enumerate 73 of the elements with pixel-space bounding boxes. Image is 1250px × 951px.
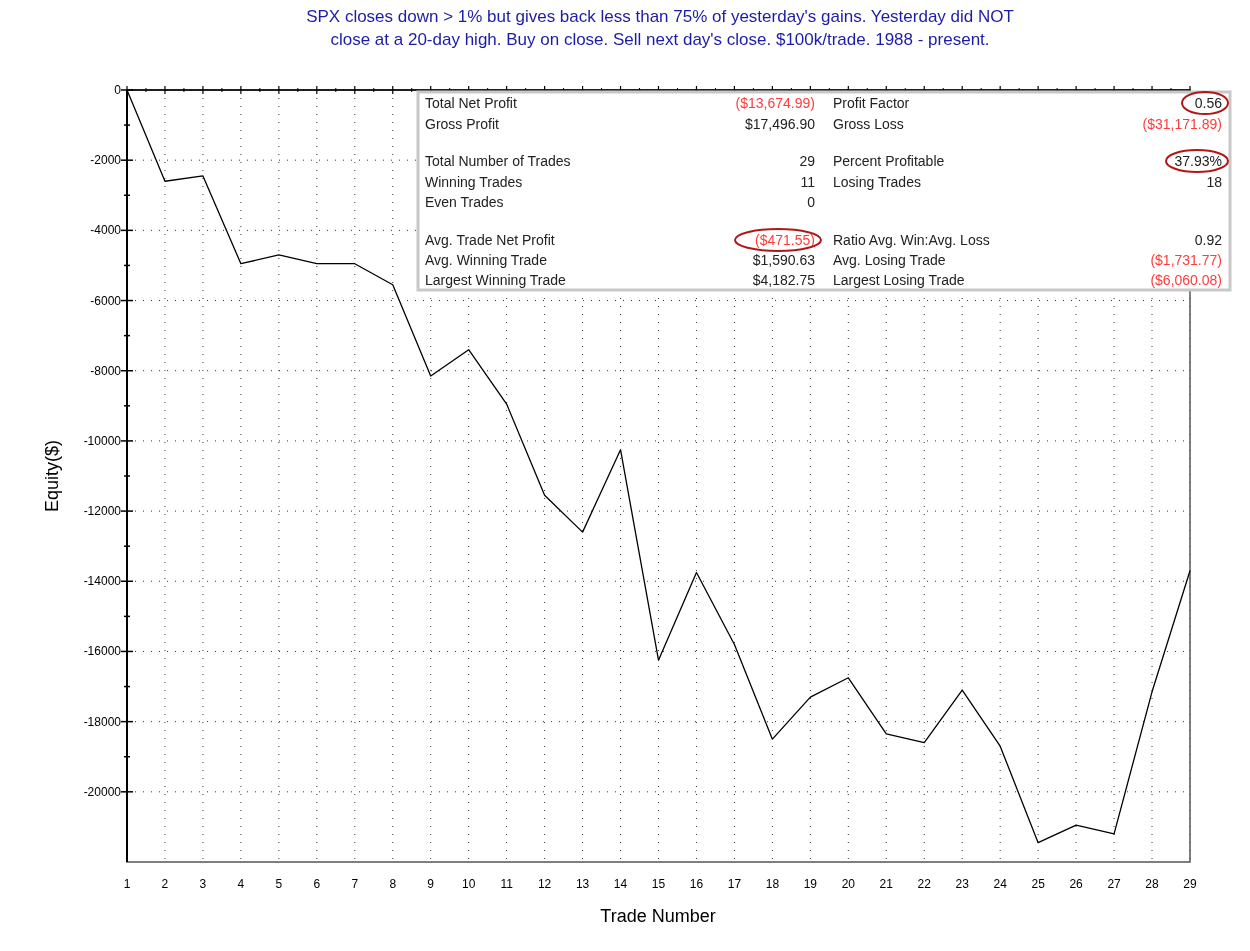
annotation: 11	[800, 174, 816, 190]
y-tick-label: -6000	[90, 293, 122, 308]
x-tick-label: 18	[765, 877, 780, 891]
x-tick-label: 24	[993, 877, 1008, 891]
x-tick-label: 9	[427, 877, 435, 891]
annotation: $4,182.75	[752, 272, 816, 288]
annotation: Total Net Profit	[425, 95, 517, 111]
annotation: 29	[799, 153, 816, 169]
chart-title: SPX closes down > 1% but gives back less than 75% of yesterday's gains. Yesterday did NOT close at a 20-day high. Buy on close. Sell next day's close. $100k/trade. 1988 - present.	[306, 7, 1014, 49]
annotation: Largest Losing Trade	[833, 272, 965, 288]
annotation: Avg. Losing Trade	[833, 252, 946, 268]
x-tick-label: 14	[613, 877, 628, 891]
x-tick-label: 8	[389, 877, 397, 891]
x-tick-label: 7	[351, 877, 359, 891]
annotation: Percent Profitable	[833, 153, 945, 169]
annotation: ($1,731.77)	[1150, 252, 1222, 268]
annotation: Winning Trades	[425, 174, 523, 190]
y-tick-label: -14000	[83, 574, 122, 589]
annotation: Losing Trades	[833, 174, 921, 190]
x-tick-label: 22	[917, 877, 932, 891]
annotation: 0	[807, 194, 816, 210]
x-tick-label: 25	[1031, 877, 1046, 891]
x-tick-label: 16	[689, 877, 704, 891]
x-tick-label: 27	[1107, 877, 1122, 891]
y-tick-label: -18000	[83, 714, 122, 729]
x-tick-label: 20	[841, 877, 856, 891]
annotation: Gross Loss	[833, 116, 904, 132]
x-tick-label: 11	[500, 877, 514, 891]
text: 0.56	[1194, 95, 1223, 111]
annotation: Avg. Winning Trade	[425, 252, 548, 268]
annotation: ($31,171.89)	[1142, 116, 1222, 132]
annotation: Ratio Avg. Win:Avg. Loss	[833, 232, 990, 248]
x-axis-title: Trade Number	[600, 906, 716, 926]
x-tick-label: 29	[1183, 877, 1197, 891]
annotation: $1,590.63	[752, 252, 816, 268]
text: 0.92	[1194, 232, 1223, 248]
y-tick-label: -4000	[90, 223, 122, 238]
x-tick-label: 5	[275, 877, 283, 891]
y-tick-label: -8000	[90, 363, 122, 378]
text: 18	[1206, 174, 1223, 190]
annotation: Even Trades	[425, 194, 504, 210]
annotation: Gross Profit	[425, 116, 500, 132]
x-tick-label: 13	[575, 877, 590, 891]
annotation: 37.93%	[1174, 153, 1222, 169]
x-tick-label: 4	[237, 877, 245, 891]
x-tick-label: 2	[161, 877, 169, 891]
x-tick-label: 1	[123, 877, 131, 891]
y-tick-label: 0	[114, 83, 122, 97]
y-tick-label: -10000	[83, 433, 122, 448]
annotation: Profit Factor	[833, 95, 910, 111]
annotation: $17,496.90	[744, 116, 816, 132]
annotation: ($6,060.08)	[1150, 272, 1222, 288]
x-tick-label: 19	[803, 877, 818, 891]
y-tick-label: -2000	[90, 153, 122, 168]
x-tick-label: 6	[313, 877, 321, 891]
x-tick-label: 15	[651, 877, 666, 891]
x-tick-label: 23	[955, 877, 970, 891]
y-axis-title: Equity($)	[42, 439, 62, 513]
y-tick-label: -16000	[83, 644, 122, 659]
x-tick-label: 28	[1145, 877, 1160, 891]
annotation: ($13,674.99)	[735, 95, 815, 111]
x-tick-label: 12	[537, 877, 552, 891]
annotation: Total Number of Trades	[425, 153, 571, 169]
x-tick-label: 26	[1069, 877, 1084, 891]
x-tick-label: 3	[199, 877, 207, 891]
y-tick-label: -12000	[83, 504, 122, 519]
annotation: ($471.55)	[755, 232, 815, 248]
annotation: Avg. Trade Net Profit	[425, 232, 555, 248]
x-tick-label: 17	[727, 877, 742, 891]
annotation: Largest Winning Trade	[425, 272, 567, 288]
x-tick-label: 10	[462, 877, 476, 891]
x-tick-label: 21	[879, 877, 894, 891]
y-tick-label: -20000	[83, 784, 122, 799]
